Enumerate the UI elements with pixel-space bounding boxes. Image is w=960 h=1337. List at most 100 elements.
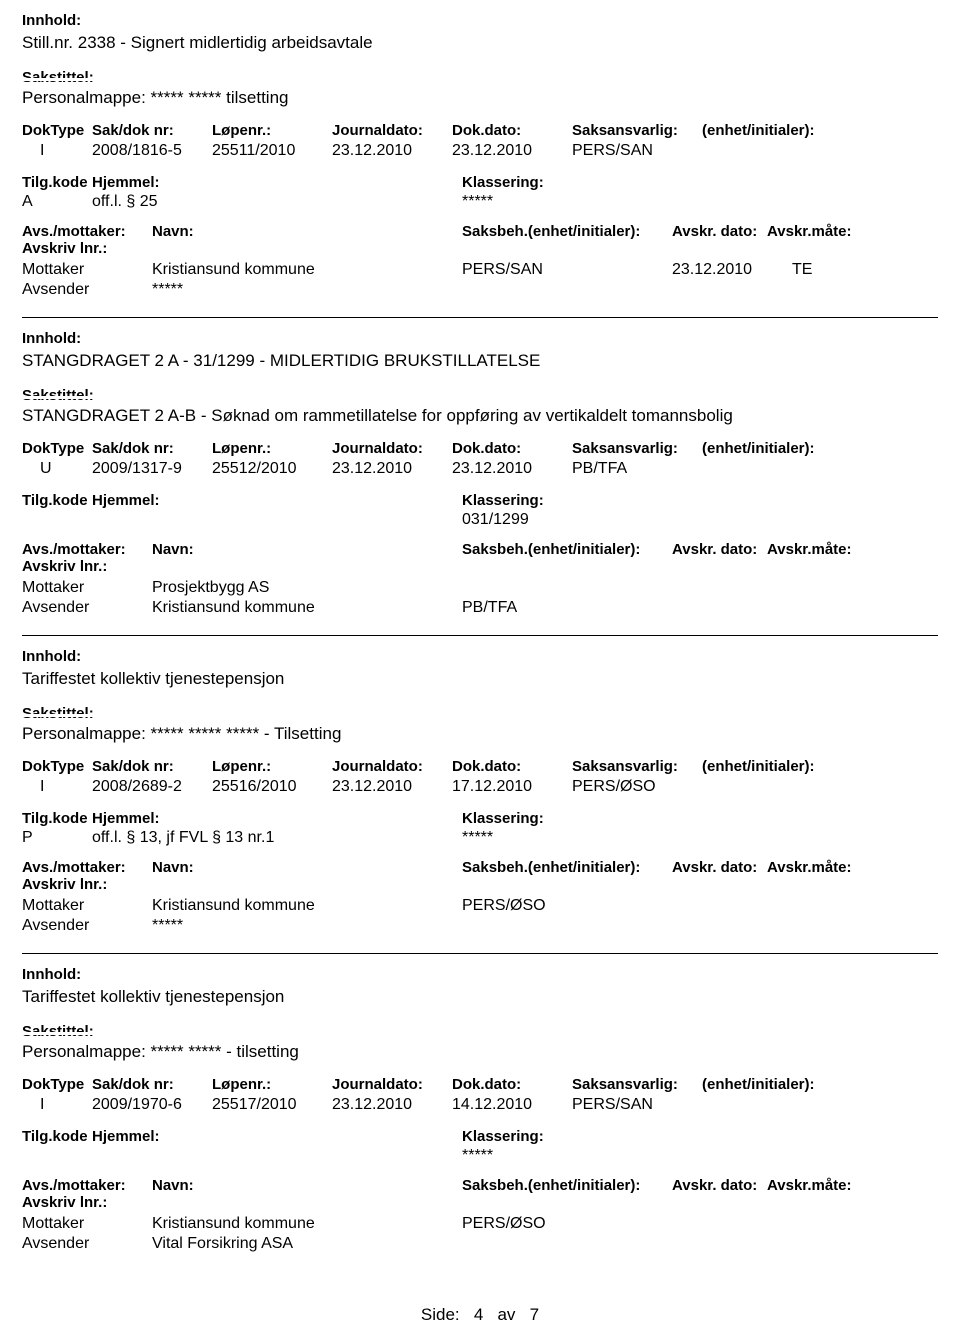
col-header: Sak/dok nr: [92,758,212,775]
col-header: Dok.dato: [452,122,572,139]
meta-value: PERS/SAN [572,1096,702,1114]
meta-value: 2008/1816-5 [92,142,212,160]
meta-value: 2009/1970-6 [92,1096,212,1114]
sakstittel-label: Sakstittel: [22,705,938,722]
party-name: ***** [152,917,462,935]
sakstittel-label: Sakstittel: [22,387,938,404]
party-name: Kristiansund kommune [152,599,462,617]
tilg-header-row: Tilg.kodeHjemmel:Klassering: [22,1128,938,1145]
saksbeh-label: Saksbeh.(enhet/initialer): [462,1177,672,1194]
col-header: DokType [22,1076,92,1093]
party-role: Avsender [22,281,152,299]
innhold-label: Innhold: [22,12,938,29]
party-name: Prosjektbygg AS [152,579,462,597]
tilg-value-row: Poff.l. § 13, jf FVL § 13 nr.1***** [22,829,938,847]
col-header: (enhet/initialer): [702,1076,852,1093]
navn-label: Navn: [152,1177,462,1194]
col-header: Saksansvarlig: [572,1076,702,1093]
party-role: Mottaker [22,261,152,279]
party-row: AvsenderKristiansund kommunePB/TFA [22,599,938,617]
meta-value: 14.12.2010 [452,1096,572,1114]
col-header: DokType [22,122,92,139]
tilg-value-row: 031/1299 [22,511,938,529]
col-header: DokType [22,440,92,457]
meta-value: PERS/SAN [572,142,702,160]
avsmottaker-label: Avs./mottaker: [22,541,152,558]
avskrdato-label: Avskr. dato: [672,541,767,558]
klassering-value: ***** [462,1147,493,1165]
meta-header-row: DokTypeSak/dok nr:Løpenr.:Journaldato:Do… [22,440,938,457]
party-header-row: Avs./mottaker:Navn:Saksbeh.(enhet/initia… [22,859,938,893]
hjemmel-label: Hjemmel: [92,1128,462,1145]
party-row: MottakerKristiansund kommunePERS/ØSO [22,1215,938,1233]
meta-value: 23.12.2010 [452,142,572,160]
party-role: Mottaker [22,1215,152,1233]
party-header-row: Avs./mottaker:Navn:Saksbeh.(enhet/initia… [22,541,938,575]
meta-data-row: I2008/1816-525511/201023.12.201023.12.20… [22,142,938,160]
avskrmate-label: Avskr.måte: [767,859,862,876]
meta-value: 2008/2689-2 [92,778,212,796]
party-row: AvsenderVital Forsikring ASA [22,1235,938,1253]
klassering-value: 031/1299 [462,511,529,529]
tilgkode-value: P [22,829,33,846]
journal-record: Innhold:Still.nr. 2338 - Signert midlert… [22,12,938,311]
tilg-value-row: ***** [22,1147,938,1165]
avskrivlnr-label: Avskriv lnr.: [22,1194,107,1211]
record-title: Tariffestet kollektiv tjenestepensjon [22,669,938,689]
col-header: Saksansvarlig: [572,122,702,139]
party-role: Avsender [22,1235,152,1253]
tilg-header-row: Tilg.kodeHjemmel:Klassering: [22,810,938,827]
party-role: Mottaker [22,897,152,915]
avsmottaker-label: Avs./mottaker: [22,1177,152,1194]
party-name: Kristiansund kommune [152,261,462,279]
hjemmel-label: Hjemmel: [92,492,462,509]
klassering-value: ***** [462,193,493,211]
meta-value: 2009/1317-9 [92,460,212,478]
sakstittel-label: Sakstittel: [22,1023,938,1040]
party-avskrdato: 23.12.2010 [672,261,792,279]
hjemmel-value: off.l. § 13, jf FVL § 13 nr.1 [92,829,462,847]
meta-header-row: DokTypeSak/dok nr:Løpenr.:Journaldato:Do… [22,758,938,775]
party-header-row: Avs./mottaker:Navn:Saksbeh.(enhet/initia… [22,223,938,257]
tilg-header-row: Tilg.kodeHjemmel:Klassering: [22,174,938,191]
sakstittel-value: Personalmappe: ***** ***** ***** - Tilse… [22,724,938,744]
col-header: Sak/dok nr: [92,440,212,457]
record-title: STANGDRAGET 2 A - 31/1299 - MIDLERTIDIG … [22,351,938,371]
col-header: Dok.dato: [452,440,572,457]
col-header: (enhet/initialer): [702,758,852,775]
col-header: Journaldato: [332,758,452,775]
col-header: DokType [22,758,92,775]
journal-record: Innhold: Tariffestet kollektiv tjenestepe… [22,966,938,1265]
navn-label: Navn: [152,859,462,876]
avskrivlnr-label: Avskriv lnr.: [22,558,107,575]
party-row: MottakerKristiansund kommunePERS/ØSO [22,897,938,915]
party-role: Mottaker [22,579,152,597]
meta-value: PB/TFA [572,460,702,478]
party-role: Avsender [22,917,152,935]
innhold-label: Innhold: [22,966,938,983]
meta-value: 25511/2010 [212,142,332,160]
footer-total: 7 [530,1305,539,1324]
sakstittel-label: Sakstittel: [22,69,938,86]
hjemmel-label: Hjemmel: [92,810,462,827]
footer-sep: av [497,1305,515,1324]
party-role: Avsender [22,599,152,617]
record-divider [22,317,938,318]
sakstittel-value: Personalmappe: ***** ***** tilsetting [22,88,938,108]
klassering-label: Klassering: [462,1128,662,1145]
meta-value: PERS/ØSO [572,778,702,796]
col-header: Journaldato: [332,440,452,457]
page-footer: Side: 4 av 7 [22,1305,938,1325]
record-title: Tariffestet kollektiv tjenestepensjon [22,987,938,1007]
party-header-row: Avs./mottaker:Navn:Saksbeh.(enhet/initia… [22,1177,938,1211]
navn-label: Navn: [152,223,462,240]
avskrmate-label: Avskr.måte: [767,223,862,240]
avskrdato-label: Avskr. dato: [672,859,767,876]
saksbeh-label: Saksbeh.(enhet/initialer): [462,859,672,876]
avsmottaker-label: Avs./mottaker: [22,859,152,876]
tilgkode-label: Tilg.kode [22,810,92,827]
sakstittel-value: Personalmappe: ***** ***** - tilsetting [22,1042,938,1062]
party-name: Kristiansund kommune [152,897,462,915]
meta-header-row: DokTypeSak/dok nr:Løpenr.:Journaldato:Do… [22,122,938,139]
meta-value: 23.12.2010 [332,778,452,796]
